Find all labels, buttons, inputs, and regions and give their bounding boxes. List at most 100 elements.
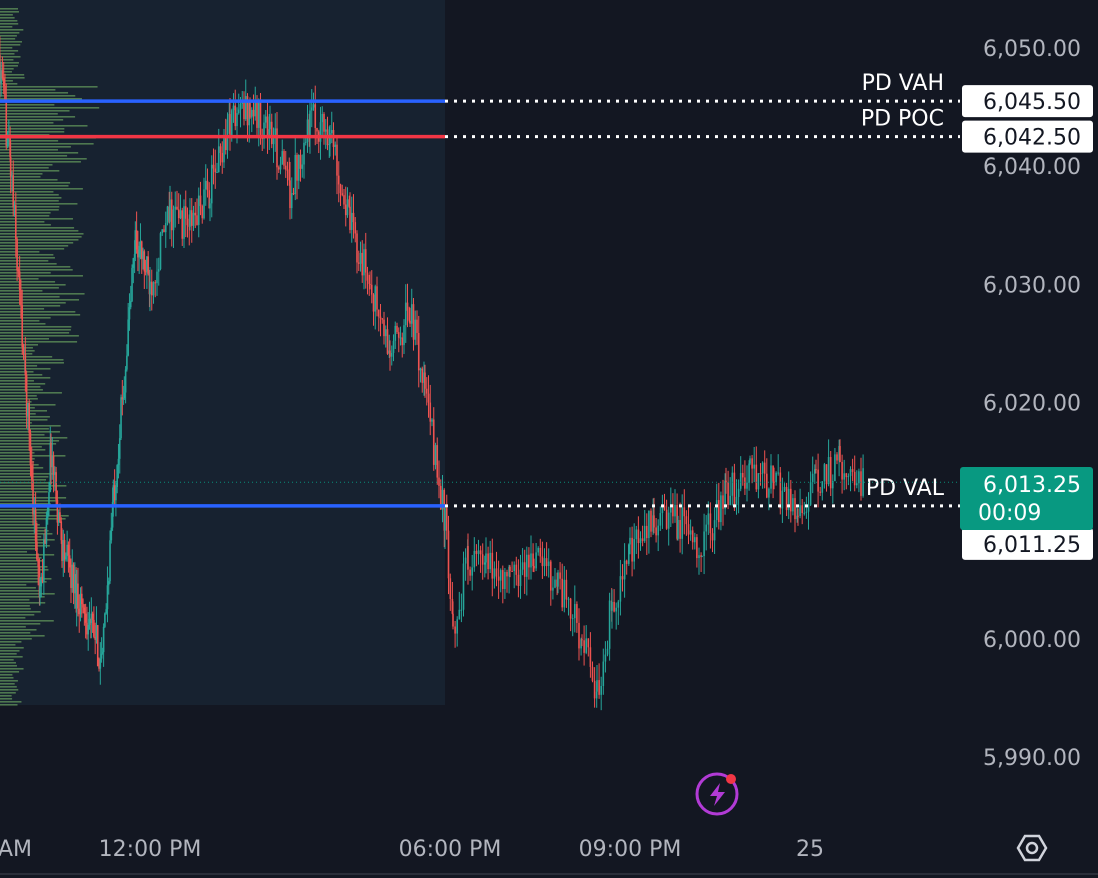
candle	[591, 661, 594, 683]
volume-profile-bar	[0, 113, 58, 115]
candle	[112, 479, 115, 517]
pd-levels: PD VAH 6,045.50 PD POC 6,042.50 PD VAL 6,011.…	[0, 71, 1093, 560]
candle	[364, 232, 367, 289]
candle	[152, 281, 155, 304]
candle	[16, 237, 18, 282]
candle	[74, 562, 76, 609]
volume-profile-bar	[0, 227, 75, 229]
volume-profile-bar	[0, 584, 27, 586]
candle	[96, 624, 99, 667]
candle	[796, 505, 798, 523]
candle	[54, 466, 56, 491]
candle	[495, 551, 498, 587]
candle	[212, 148, 215, 185]
volume-profile-bar	[0, 614, 35, 616]
candle	[372, 293, 375, 326]
candle	[264, 109, 267, 129]
volume-profile-bar	[0, 674, 13, 676]
candle	[209, 198, 211, 222]
level-pd-vah[interactable]: PD VAH 6,045.50	[0, 71, 1093, 118]
candle	[392, 334, 395, 362]
volume-profile-bar	[0, 389, 43, 391]
candle	[637, 516, 640, 559]
candle	[858, 468, 860, 493]
candle	[55, 466, 57, 507]
candle	[386, 317, 389, 355]
volume-profile-bar	[0, 626, 26, 628]
volume-profile-bar	[0, 449, 46, 451]
candle	[254, 86, 257, 121]
candle	[86, 606, 88, 640]
level-pd-poc[interactable]: PD POC 6,042.50	[0, 107, 1093, 153]
candle	[739, 456, 742, 492]
hexagon-settings-icon[interactable]	[1016, 834, 1048, 862]
volume-profile-bar	[0, 491, 48, 493]
lightning-bolt-icon[interactable]	[695, 772, 739, 816]
candle	[354, 217, 357, 243]
volume-profile-bar	[0, 296, 60, 298]
candle	[83, 604, 86, 626]
candle	[366, 266, 369, 295]
candle	[303, 137, 305, 179]
volume-profile-bar	[0, 521, 38, 523]
level-pd-val[interactable]: PD VAL 6,011.25	[0, 476, 1093, 560]
candle	[309, 101, 311, 154]
candle	[456, 616, 458, 647]
candle	[787, 471, 790, 520]
candle	[284, 150, 287, 178]
price-axis[interactable]: 6,050.00 6,040.00 6,030.00 6,020.00 6,000.00…	[983, 37, 1081, 771]
candle	[515, 556, 518, 586]
candle	[729, 477, 731, 506]
candle	[563, 566, 566, 613]
candle	[755, 446, 758, 492]
price-tick-label: 6,030.00	[983, 273, 1081, 298]
candle	[487, 546, 489, 580]
candle	[720, 491, 722, 531]
candle	[274, 113, 277, 152]
candle	[336, 137, 338, 195]
candle	[687, 506, 690, 545]
candle	[214, 149, 217, 189]
volume-profile-bar	[0, 446, 42, 448]
candle	[451, 581, 454, 615]
candle	[825, 464, 828, 492]
candle	[370, 270, 373, 304]
candle	[163, 225, 165, 233]
candle	[381, 318, 384, 324]
candle	[733, 463, 736, 511]
candle	[154, 280, 157, 298]
volume-profile-bar	[0, 458, 35, 460]
volume-profile-bar	[0, 47, 13, 49]
volume-profile-bar	[0, 536, 42, 538]
candle	[186, 207, 189, 238]
candle	[332, 122, 335, 160]
candle	[90, 597, 93, 639]
candle	[613, 589, 615, 613]
candle	[106, 566, 109, 623]
candle	[27, 402, 29, 431]
volume-profile-bar	[0, 425, 61, 427]
candle	[809, 471, 812, 506]
candle	[99, 642, 102, 685]
volume-profile-bar	[0, 455, 66, 457]
candle	[517, 559, 520, 598]
volume-profile-bar	[0, 542, 44, 544]
volume-profile-bar	[0, 686, 17, 688]
candle	[543, 548, 546, 577]
volume-profile-bar	[0, 401, 32, 403]
time-tick-label: AM	[0, 837, 32, 862]
volume-profile-bar	[0, 407, 35, 409]
volume-profile-bar	[0, 35, 17, 37]
time-axis[interactable]: AM 12:00 PM 06:00 PM 09:00 PM 25	[0, 837, 1098, 875]
candle	[523, 549, 526, 594]
previous-session-area	[0, 0, 445, 705]
volume-profile-bar	[0, 230, 79, 232]
candle	[727, 470, 729, 510]
volume-profile-bar	[0, 299, 80, 301]
candle	[408, 306, 411, 323]
candle	[856, 470, 858, 489]
candle	[768, 487, 770, 511]
candle	[785, 482, 788, 517]
candle	[479, 545, 482, 573]
